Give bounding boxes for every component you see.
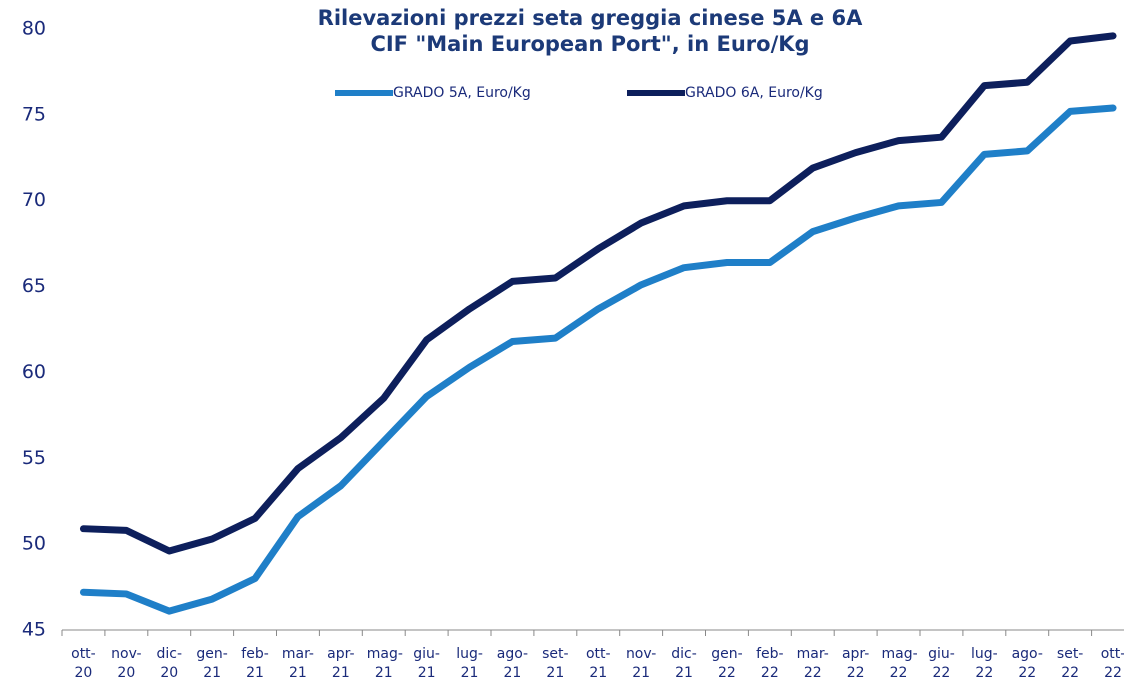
x-tick-label: ott-21 xyxy=(585,646,611,681)
x-tick-label: set-21 xyxy=(542,646,569,681)
y-tick-label: 45 xyxy=(22,619,46,641)
x-tick-label: lug-22 xyxy=(970,646,998,681)
x-tick-label: dic-21 xyxy=(671,646,697,681)
x-tick-label: mag-21 xyxy=(366,646,403,681)
x-tick-label: set-22 xyxy=(1056,646,1084,681)
x-tick-label: mar-21 xyxy=(281,646,314,681)
x-tick-label: nov-20 xyxy=(111,646,142,681)
legend-label: GRADO 5A, Euro/Kg xyxy=(393,85,531,101)
chart-subtitle: CIF "Main European Port", in Euro/Kg xyxy=(370,32,810,56)
y-tick-label: 60 xyxy=(22,361,46,383)
x-tick-label: feb-22 xyxy=(756,646,784,681)
x-tick-label: ott-22 xyxy=(1100,646,1124,681)
y-tick-label: 75 xyxy=(22,103,46,125)
x-tick-label: gen-22 xyxy=(711,646,743,681)
chart-title: Rilevazioni prezzi seta greggia cinese 5… xyxy=(317,6,863,30)
x-tick-label: gen-21 xyxy=(196,646,228,681)
x-tick-label: ago-22 xyxy=(1011,646,1043,681)
x-tick-label: giu-21 xyxy=(413,646,440,681)
y-tick-label: 55 xyxy=(22,447,46,469)
x-tick-label: ott-20 xyxy=(71,646,96,681)
y-tick-label: 50 xyxy=(22,533,46,555)
x-tick-label: mar-22 xyxy=(796,646,829,681)
x-tick-label: nov-21 xyxy=(625,646,657,681)
y-tick-label: 70 xyxy=(22,189,46,211)
x-tick-label: dic-20 xyxy=(156,646,183,681)
x-tick-label: feb-21 xyxy=(241,646,269,681)
line-series xyxy=(79,32,1117,555)
x-tick-label: apr-22 xyxy=(841,646,870,681)
x-tick-label: lug-21 xyxy=(456,646,483,681)
y-tick-label: 80 xyxy=(22,18,46,40)
x-tick-label: apr-21 xyxy=(327,646,355,681)
x-tick-label: giu-22 xyxy=(928,646,955,681)
line-series xyxy=(79,104,1117,615)
legend-label: GRADO 6A, Euro/Kg xyxy=(685,85,823,101)
x-tick-label: ago-21 xyxy=(496,646,529,681)
y-tick-label: 65 xyxy=(22,275,46,297)
x-tick-label: mag-22 xyxy=(881,646,918,681)
